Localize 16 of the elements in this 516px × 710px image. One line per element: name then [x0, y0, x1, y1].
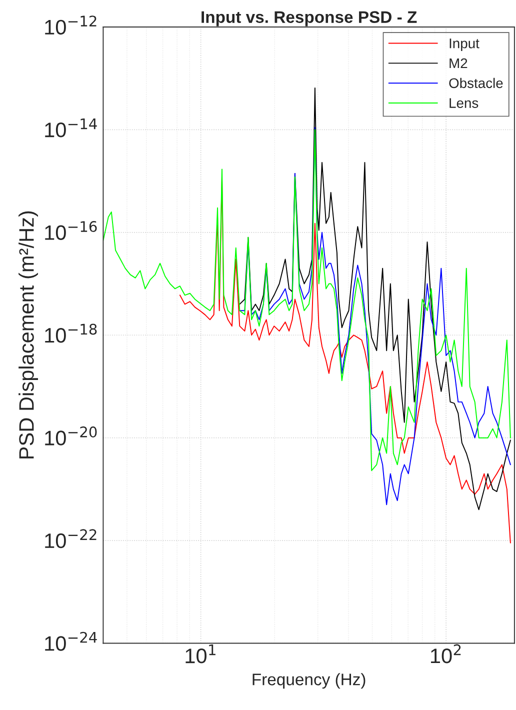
x-tick-label: 10$^{1}$	[186, 644, 216, 664]
legend-label: Input	[450, 38, 480, 52]
y-tick-label: 10$^{−16}$	[45, 220, 97, 240]
y-tick-label: 10$^{−20}$	[45, 426, 97, 446]
y-tick-label: 10$^{−14}$	[45, 118, 97, 138]
y-axis-title: PSD Displacement (m²/Hz)	[18, 211, 38, 458]
chart-title: Input vs. Response PSD - Z	[202, 11, 417, 26]
legend-label: Obstacle	[449, 78, 503, 88]
y-tick-label: 10$^{−22}$	[45, 529, 96, 548]
y-tick-label: 10$^{−18}$	[45, 324, 97, 343]
x-axis-title: Frequency (Hz)	[252, 673, 366, 689]
legend-label: Lens	[450, 98, 478, 108]
y-tick-label: 10$^{−12}$	[45, 16, 96, 35]
y-tick-label: 10$^{−24}$	[45, 632, 97, 651]
legend-label: M2	[450, 58, 468, 68]
x-tick-label: 10$^{2}$	[431, 644, 461, 664]
